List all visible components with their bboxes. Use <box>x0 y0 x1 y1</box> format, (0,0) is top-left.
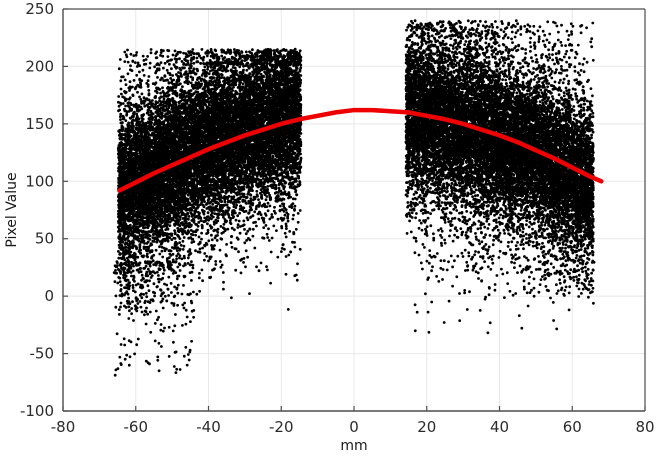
y-tick-label: 50 <box>35 230 54 248</box>
y-tick-label: 150 <box>25 115 54 133</box>
x-tick-label: -60 <box>124 418 149 436</box>
x-tick-label: 60 <box>563 418 582 436</box>
x-tick-label: 80 <box>635 418 654 436</box>
x-tick-label: 0 <box>349 418 359 436</box>
y-tick-label: -100 <box>20 402 54 420</box>
y-tick-label: 100 <box>25 172 54 190</box>
y-tick-label: 250 <box>25 0 54 18</box>
y-tick-label: 200 <box>25 57 54 75</box>
y-tick-label: 0 <box>44 287 54 305</box>
x-tick-label: -80 <box>51 418 76 436</box>
y-axis-title: Pixel Value <box>4 172 20 247</box>
x-tick-label: 40 <box>490 418 509 436</box>
x-tick-label: -40 <box>196 418 221 436</box>
axis-ticks <box>62 8 646 412</box>
quadratic-fit-curve <box>117 107 604 193</box>
x-axis-tick-labels: -80 -60 -40 -20 0 20 40 60 80 <box>51 418 655 436</box>
y-axis-tick-labels: -100 -50 0 50 100 150 200 250 <box>20 0 54 420</box>
y-tick-label: -50 <box>30 345 55 363</box>
data-point-cloud <box>112 19 596 377</box>
x-axis-title: mm <box>340 438 367 454</box>
x-tick-label: -20 <box>269 418 294 436</box>
x-tick-label: 20 <box>417 418 436 436</box>
axes-frame <box>62 8 646 412</box>
